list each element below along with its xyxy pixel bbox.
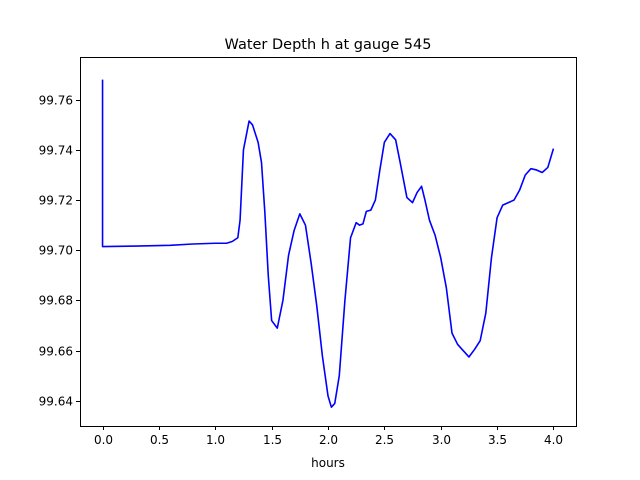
y-tick-label: 99.76 — [39, 94, 73, 108]
x-tick-label: 3.5 — [488, 433, 507, 447]
y-tick-label: 99.66 — [39, 345, 73, 359]
y-tick-label: 99.70 — [39, 244, 73, 258]
x-axis: 0.0 0.5 1.0 1.5 2.0 2.5 3.0 3.5 4.0 — [94, 426, 563, 447]
plot-area — [101, 79, 555, 408]
chart-title: Water Depth h at gauge 545 — [225, 37, 432, 53]
x-tick-label: 2.0 — [319, 433, 338, 447]
y-tick-label: 99.68 — [39, 294, 73, 308]
series-line-0 — [101, 79, 555, 408]
x-tick-label: 0.5 — [150, 433, 169, 447]
y-tick-label: 99.72 — [39, 194, 73, 208]
x-tick-label: 2.5 — [375, 433, 394, 447]
x-axis-label: hours — [311, 456, 345, 470]
x-tick-label: 1.5 — [263, 433, 282, 447]
x-tick-label: 4.0 — [544, 433, 563, 447]
y-tick-label: 99.74 — [39, 144, 73, 158]
x-tick-label: 0.0 — [94, 433, 113, 447]
y-axis: 99.64 99.66 99.68 99.70 99.72 99.74 99.76 — [39, 94, 80, 409]
y-tick-label: 99.64 — [39, 395, 73, 409]
x-tick-label: 3.0 — [432, 433, 451, 447]
x-tick-label: 1.0 — [206, 433, 225, 447]
